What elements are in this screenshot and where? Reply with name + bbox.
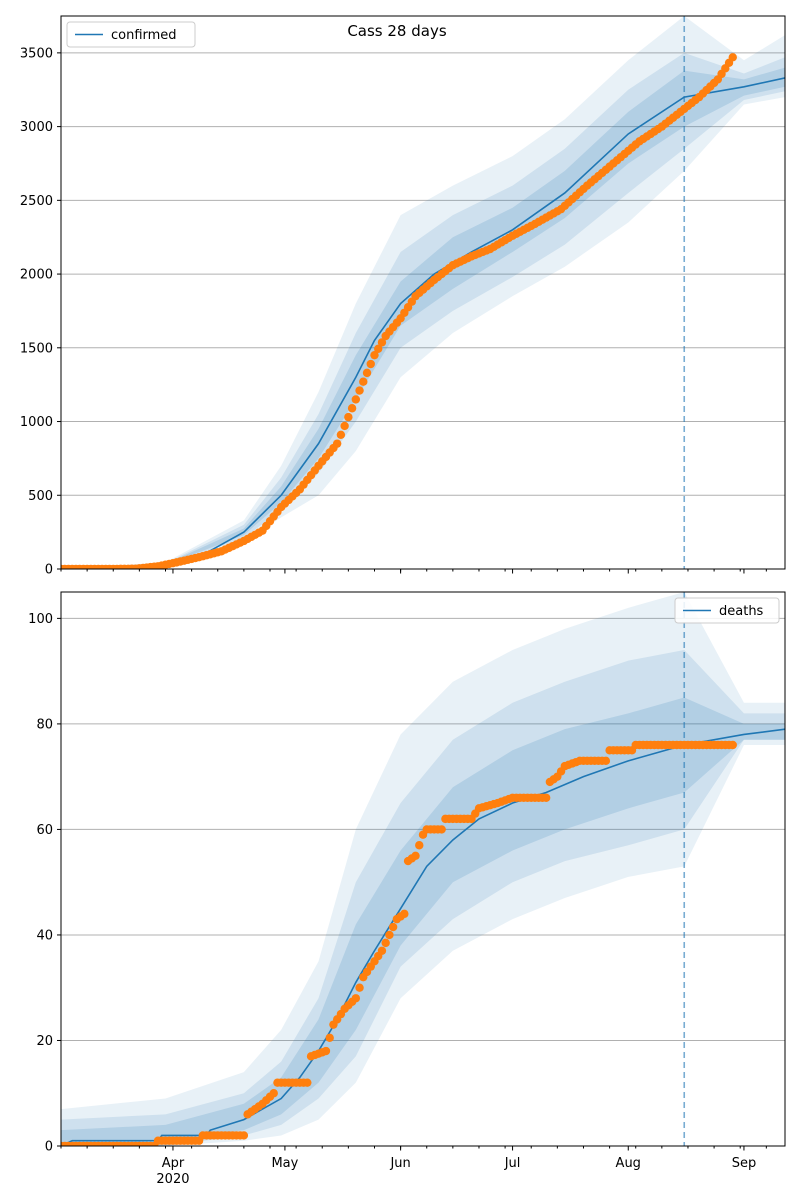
uncertainty-band [61,650,785,1146]
observed-point [351,994,361,1003]
chart-title: Cass 28 days [347,22,447,40]
x-tick-label: Jun [389,1156,410,1171]
x-tick-sublabel: 2020 [156,1172,189,1187]
observed-point [601,756,611,766]
observed-point [355,386,364,395]
observed-point [388,922,398,932]
legend-label: confirmed [111,28,177,43]
observed-point [355,983,364,992]
y-tick-label: 1500 [20,341,53,356]
y-tick-label: 500 [28,489,53,504]
observed-point [303,1078,312,1087]
y-tick-label: 20 [36,1034,53,1049]
observed-point [336,430,346,440]
legend-box [674,597,780,624]
y-tick-label: 2500 [20,194,53,209]
uncertainty-band [61,697,785,1146]
observed-point [325,1033,334,1043]
axes-frame [60,15,786,570]
x-tick-label: Jul [504,1156,521,1171]
y-tick-label: 0 [45,1140,53,1155]
plot-area [61,592,785,1146]
plot-area [61,16,785,569]
x-tick-label: Sep [732,1156,757,1171]
observed-point [269,1089,278,1098]
observed-point [359,377,368,386]
observed-point [351,395,361,404]
observed-point [374,344,383,353]
observed-point [541,793,551,802]
y-tick-label: 1000 [20,415,53,430]
observed-point [332,439,342,448]
observed-point [370,350,379,360]
axes-frame [60,591,786,1147]
x-tick-label: Aug [616,1156,641,1171]
observed-point [377,946,387,955]
y-tick-label: 60 [36,823,53,838]
y-tick-label: 40 [36,928,53,943]
uncertainty-band [61,592,785,1146]
observed-point [728,53,737,62]
x-tick-label: Apr [162,1156,185,1171]
observed-point [321,1046,331,1056]
y-tick-label: 2000 [20,268,53,283]
observed-point [340,421,349,431]
y-tick-label: 0 [45,563,53,578]
observed-point [366,359,375,369]
legend-box [66,21,196,48]
observed-point [437,825,446,834]
observed-point [400,909,409,919]
y-tick-label: 3000 [20,120,53,135]
legend-label: deaths [719,604,764,619]
confirmed-panel: 0 500 1000 1500 2000 2500 3000 3500 Cass 28 days… [20,15,786,578]
observed-point [239,1131,249,1140]
uncertainty-band [61,52,785,569]
y-tick-label: 80 [36,717,53,732]
observed-point [347,404,357,413]
observed-point [344,412,353,422]
observed-point [415,841,424,850]
observed-point [411,851,420,861]
y-tick-label: 3500 [20,46,53,61]
observed-point [381,938,390,948]
observed-point [377,338,387,347]
observed-point [728,740,737,750]
y-tick-label: 100 [28,612,53,627]
observed-point [385,930,394,940]
x-tick-label: May [271,1156,298,1171]
observed-point [362,368,372,378]
